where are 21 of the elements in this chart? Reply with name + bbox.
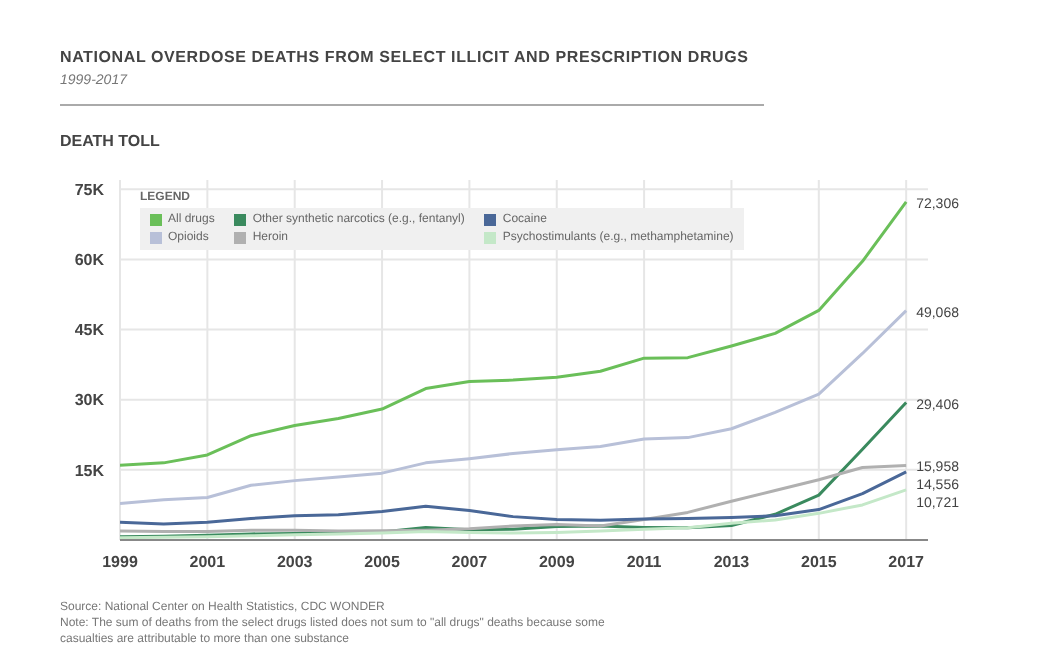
x-tick-label: 2017 [888,553,926,572]
x-tick-label: 2005 [364,553,401,572]
y-tick-label: 30K [74,391,105,410]
line-series [120,309,908,506]
y-tick-label: 15K [74,461,105,480]
chart-title: NATIONAL OVERDOSE DEATHS FROM SELECT ILLICIT AND PRESCRIPTION DRUGS [60,48,749,66]
y-axis-title: DEATH TOLL [60,132,160,150]
y-tick-label: 45K [74,321,105,340]
line-series [120,200,908,467]
x-tick-label: 2015 [801,553,838,572]
y-tick-label: 75K [74,181,105,200]
x-tick-label: 2009 [538,553,576,572]
x-tick-label: 2013 [713,553,751,572]
x-tick-label: 2007 [451,553,489,572]
line-series [120,401,908,539]
x-tick-label: 2001 [189,553,227,572]
y-tick-label: 60K [74,251,105,270]
x-tick-label: 2003 [276,553,314,572]
line-series [120,488,908,540]
x-tick-label: 1999 [102,553,139,572]
x-tick-label: 2011 [626,553,663,572]
